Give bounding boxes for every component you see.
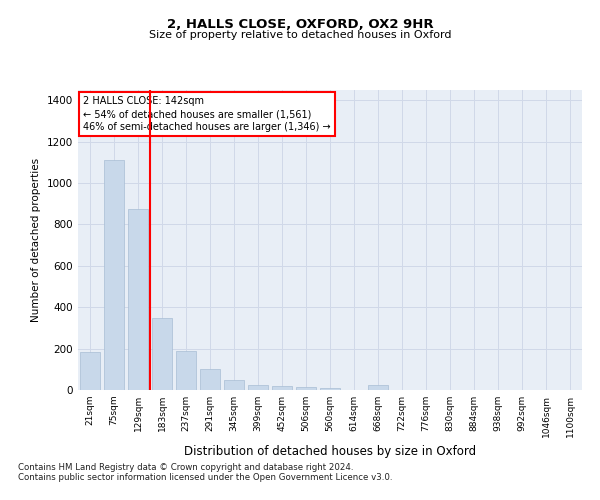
- Text: Size of property relative to detached houses in Oxford: Size of property relative to detached ho…: [149, 30, 451, 40]
- Bar: [248, 385, 268, 390]
- Text: 2 HALLS CLOSE: 142sqm
← 54% of detached houses are smaller (1,561)
46% of semi-d: 2 HALLS CLOSE: 142sqm ← 54% of detached …: [83, 96, 331, 132]
- Text: Contains HM Land Registry data © Crown copyright and database right 2024.: Contains HM Land Registry data © Crown c…: [18, 464, 353, 472]
- Bar: [152, 318, 172, 390]
- Bar: [176, 350, 196, 390]
- Bar: [272, 386, 292, 390]
- Bar: [128, 209, 148, 390]
- Bar: [224, 380, 244, 390]
- Bar: [80, 352, 100, 390]
- Bar: [200, 370, 220, 390]
- Bar: [320, 388, 340, 390]
- Y-axis label: Number of detached properties: Number of detached properties: [31, 158, 41, 322]
- X-axis label: Distribution of detached houses by size in Oxford: Distribution of detached houses by size …: [184, 446, 476, 458]
- Bar: [296, 387, 316, 390]
- Bar: [104, 160, 124, 390]
- Bar: [368, 386, 388, 390]
- Text: Contains public sector information licensed under the Open Government Licence v3: Contains public sector information licen…: [18, 474, 392, 482]
- Text: 2, HALLS CLOSE, OXFORD, OX2 9HR: 2, HALLS CLOSE, OXFORD, OX2 9HR: [167, 18, 433, 30]
